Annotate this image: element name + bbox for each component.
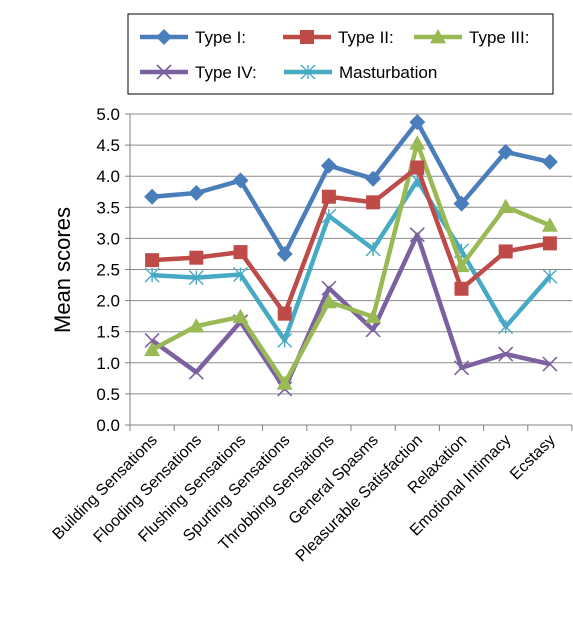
y-tick-label: 4.5 xyxy=(96,136,120,155)
data-point-type-i xyxy=(497,143,514,160)
data-point-type-ii xyxy=(189,250,204,265)
data-point-masturbation xyxy=(498,319,514,335)
series-masturbation xyxy=(144,173,558,348)
y-tick-label: 2.0 xyxy=(96,292,120,311)
data-point-type-ii xyxy=(454,281,469,296)
data-point-type-i xyxy=(188,184,205,201)
data-point-type-iii xyxy=(541,217,558,232)
legend-label: Type II: xyxy=(338,28,394,47)
series-type-ii xyxy=(145,160,557,321)
data-point-type-i xyxy=(144,188,161,205)
legend-item-type-i: Type I: xyxy=(140,28,246,47)
data-point-masturbation xyxy=(188,270,204,286)
series-line-type-ii xyxy=(151,165,551,316)
data-point-type-ii xyxy=(277,306,292,321)
legend-item-type-iii: Type III: xyxy=(414,28,529,47)
data-point-masturbation xyxy=(144,267,160,283)
data-point-type-i xyxy=(365,170,382,187)
series-layer xyxy=(144,114,558,397)
data-point-type-iv xyxy=(321,280,337,296)
y-tick-label: 4.0 xyxy=(96,167,120,186)
legend-swatch-marker xyxy=(300,30,314,44)
data-point-type-iv xyxy=(498,346,514,362)
data-point-type-ii xyxy=(321,189,336,204)
y-tick-label: 3.0 xyxy=(96,229,120,248)
series-line-type-i xyxy=(151,119,551,257)
y-tick-label: 1.0 xyxy=(96,354,120,373)
data-point-type-i xyxy=(276,245,293,262)
legend-swatch-marker xyxy=(430,29,446,44)
data-point-type-i xyxy=(409,114,426,131)
legend-label: Type IV: xyxy=(195,63,257,82)
data-point-type-iv xyxy=(365,322,381,338)
data-point-type-iii xyxy=(320,293,337,309)
data-point-type-iv xyxy=(453,360,470,376)
legend-swatch-marker xyxy=(300,64,316,80)
series-line-masturbation xyxy=(151,178,552,343)
legend-swatch-marker xyxy=(156,29,172,45)
legend-item-type-iv: Type IV: xyxy=(140,63,257,82)
x-tick-label-ecstasy: Ecstasy xyxy=(507,432,559,484)
y-tick-label: 0.5 xyxy=(96,385,120,404)
series-line-type-iii xyxy=(151,140,551,386)
data-point-type-iii xyxy=(276,375,293,390)
y-tick-label: 0.0 xyxy=(96,416,120,435)
data-point-type-iv xyxy=(542,356,558,372)
data-point-type-iv xyxy=(188,364,204,380)
data-point-type-iii xyxy=(409,135,426,150)
legend-label: Type III: xyxy=(469,28,529,47)
data-point-type-ii xyxy=(233,245,248,260)
legend: Type I: Type II: Type III: Type IV: Masturba… xyxy=(127,13,554,95)
data-point-type-ii xyxy=(498,244,513,259)
data-point-type-ii xyxy=(145,253,160,268)
data-point-type-iii xyxy=(453,257,470,273)
legend-label: Masturbation xyxy=(339,63,437,82)
data-point-masturbation xyxy=(233,266,248,282)
data-point-type-ii xyxy=(410,160,425,175)
series-type-iii xyxy=(144,135,558,390)
data-point-type-i xyxy=(541,153,558,170)
y-axis-label: Mean scores xyxy=(50,207,75,333)
y-tick-label: 5.0 xyxy=(96,105,120,124)
y-tick-label: 1.5 xyxy=(96,323,120,342)
legend-box xyxy=(127,13,554,95)
data-point-masturbation xyxy=(365,241,381,257)
data-point-type-ii xyxy=(542,236,557,251)
legend-item-type-ii: Type II: xyxy=(283,28,394,47)
y-tick-label: 2.5 xyxy=(96,261,120,280)
data-point-type-iii xyxy=(188,318,205,333)
data-point-type-iii xyxy=(497,198,514,214)
gridlines xyxy=(130,113,572,426)
series-type-i xyxy=(144,114,558,262)
legend-item-masturbation: Masturbation xyxy=(284,63,437,82)
data-point-type-i xyxy=(232,172,249,189)
legend-label: Type I: xyxy=(195,28,246,47)
data-point-type-iii xyxy=(232,308,249,324)
data-point-type-i xyxy=(453,195,470,212)
data-point-type-ii xyxy=(366,195,381,210)
legend-swatch-marker xyxy=(156,64,172,80)
data-point-masturbation xyxy=(542,268,558,284)
data-point-type-i xyxy=(320,157,337,174)
y-tick-label: 3.5 xyxy=(96,198,120,217)
data-point-masturbation xyxy=(277,332,293,348)
data-point-type-iii xyxy=(365,308,382,324)
data-point-type-iv xyxy=(409,227,425,243)
data-point-type-iii xyxy=(144,341,161,357)
